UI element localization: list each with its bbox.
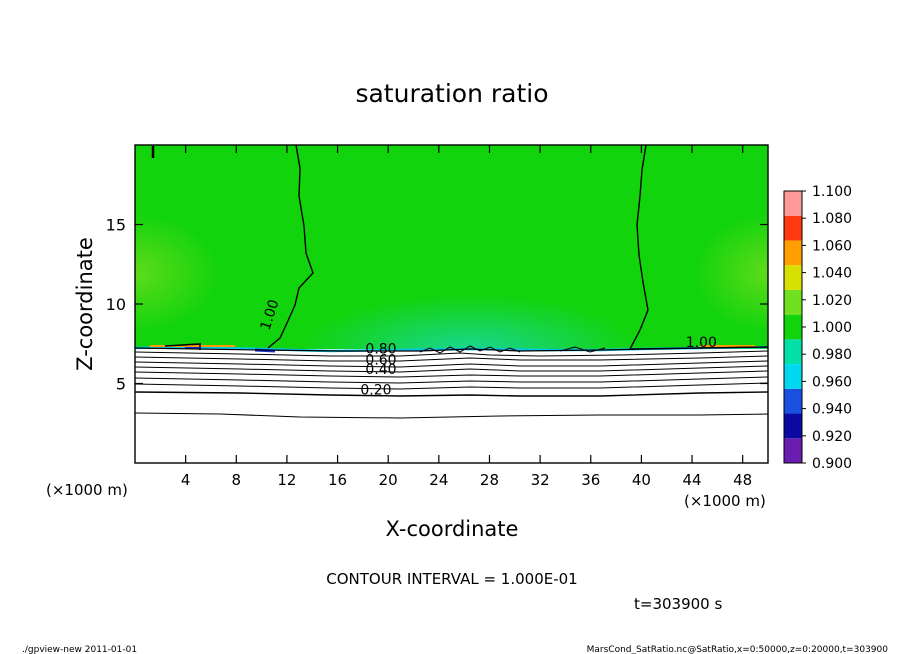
contour-wiggle [419,345,606,354]
colorbar-swatch [784,438,802,463]
contour-label: 0.80 [365,341,396,357]
colorbar-swatch [784,364,802,389]
chart-title: saturation ratio [355,79,548,108]
x-axis: 4 8 12 16 20 24 28 32 36 40 44 48 [181,145,752,489]
contour-line-0-90 [135,350,768,357]
x-tick-label: 40 [632,471,651,489]
colorbar: 0.900 0.920 0.940 0.960 0.980 1.000 1.020 1.040… [783,184,852,472]
x-tick-label: 4 [181,471,191,489]
colorbar-label: 0.920 [812,429,852,445]
colorbar-label: 1.000 [812,320,852,336]
colorbar-swatch [784,265,802,290]
contour-line-boundary [135,346,768,352]
x-tick-label: 8 [232,471,242,489]
contour-line-0-80 [135,355,768,362]
colorbar-swatch [784,191,802,216]
colorbar-label: 0.940 [812,402,852,418]
y-axis: 5 10 15 [106,216,768,394]
colorbar-swatch [784,215,802,241]
footer-right: MarsCond_SatRatio.nc@SatRatio,x=0:50000,… [587,645,889,654]
y-tick-label: 10 [106,295,126,314]
colorbar-swatch [784,314,802,340]
contour-line-0-20 [135,391,768,397]
contour-line-0-10 [135,412,768,419]
colorbar-label: 1.060 [812,238,852,254]
colorbar-label: 1.040 [812,266,852,282]
x-tick-label: 12 [277,471,296,489]
footer-left: ./gpview-new 2011-01-01 [22,645,137,654]
contour-line-0-70 [135,360,768,368]
x-axis-label: X-coordinate [386,517,519,541]
colorbar-label: 1.020 [812,293,852,309]
contour-label: 0.20 [360,383,391,399]
contour-line-0-60 [135,365,768,373]
contour-bump-left [164,343,201,350]
colorbar-swatch [784,388,802,414]
y-tick-label: 15 [106,216,126,235]
contour-line-1-00-left [267,145,314,349]
colorbar-label: 0.980 [812,347,852,363]
contour-line-0-30 [135,382,768,390]
contour-label: 1.00 [686,335,717,351]
colorbar-label: 1.080 [812,211,852,227]
colorbar-label: 1.100 [812,184,852,200]
contour-line-0-50 [135,370,768,378]
x-tick-label: 28 [480,471,499,489]
x-tick-label: 48 [733,471,752,489]
contour-label: 0.60 [365,352,396,368]
plot-area: 1.001.000.800.600.400.20 [135,145,768,463]
time-stamp: t=303900 s [634,595,722,613]
field-center-glow [300,240,640,350]
x-tick-label: 16 [328,471,347,489]
x-tick-label: 44 [682,471,701,489]
x-tick-label: 24 [429,471,448,489]
colorbar-swatch [784,413,802,439]
colorbar-swatch [784,339,802,365]
contour-lines [135,145,768,419]
colorbar-label: 0.900 [812,456,852,472]
x-tick-label: 20 [379,471,398,489]
x-unit-left: (×1000 m) [46,481,128,499]
x-unit-right: (×1000 m) [684,492,766,510]
y-axis-label: Z-coordinate [73,237,97,371]
colorbar-swatch [784,240,802,266]
colorbar-label: 0.960 [812,374,852,390]
y-tick-label: 5 [116,375,126,394]
contour-line-0-40 [135,376,768,384]
contour-interval: CONTOUR INTERVAL = 1.000E-01 [326,570,577,588]
field-lower [135,349,768,463]
x-tick-label: 36 [581,471,600,489]
colorbar-swatch [784,289,802,315]
contour-label: 0.40 [365,362,396,378]
x-tick-label: 32 [531,471,550,489]
